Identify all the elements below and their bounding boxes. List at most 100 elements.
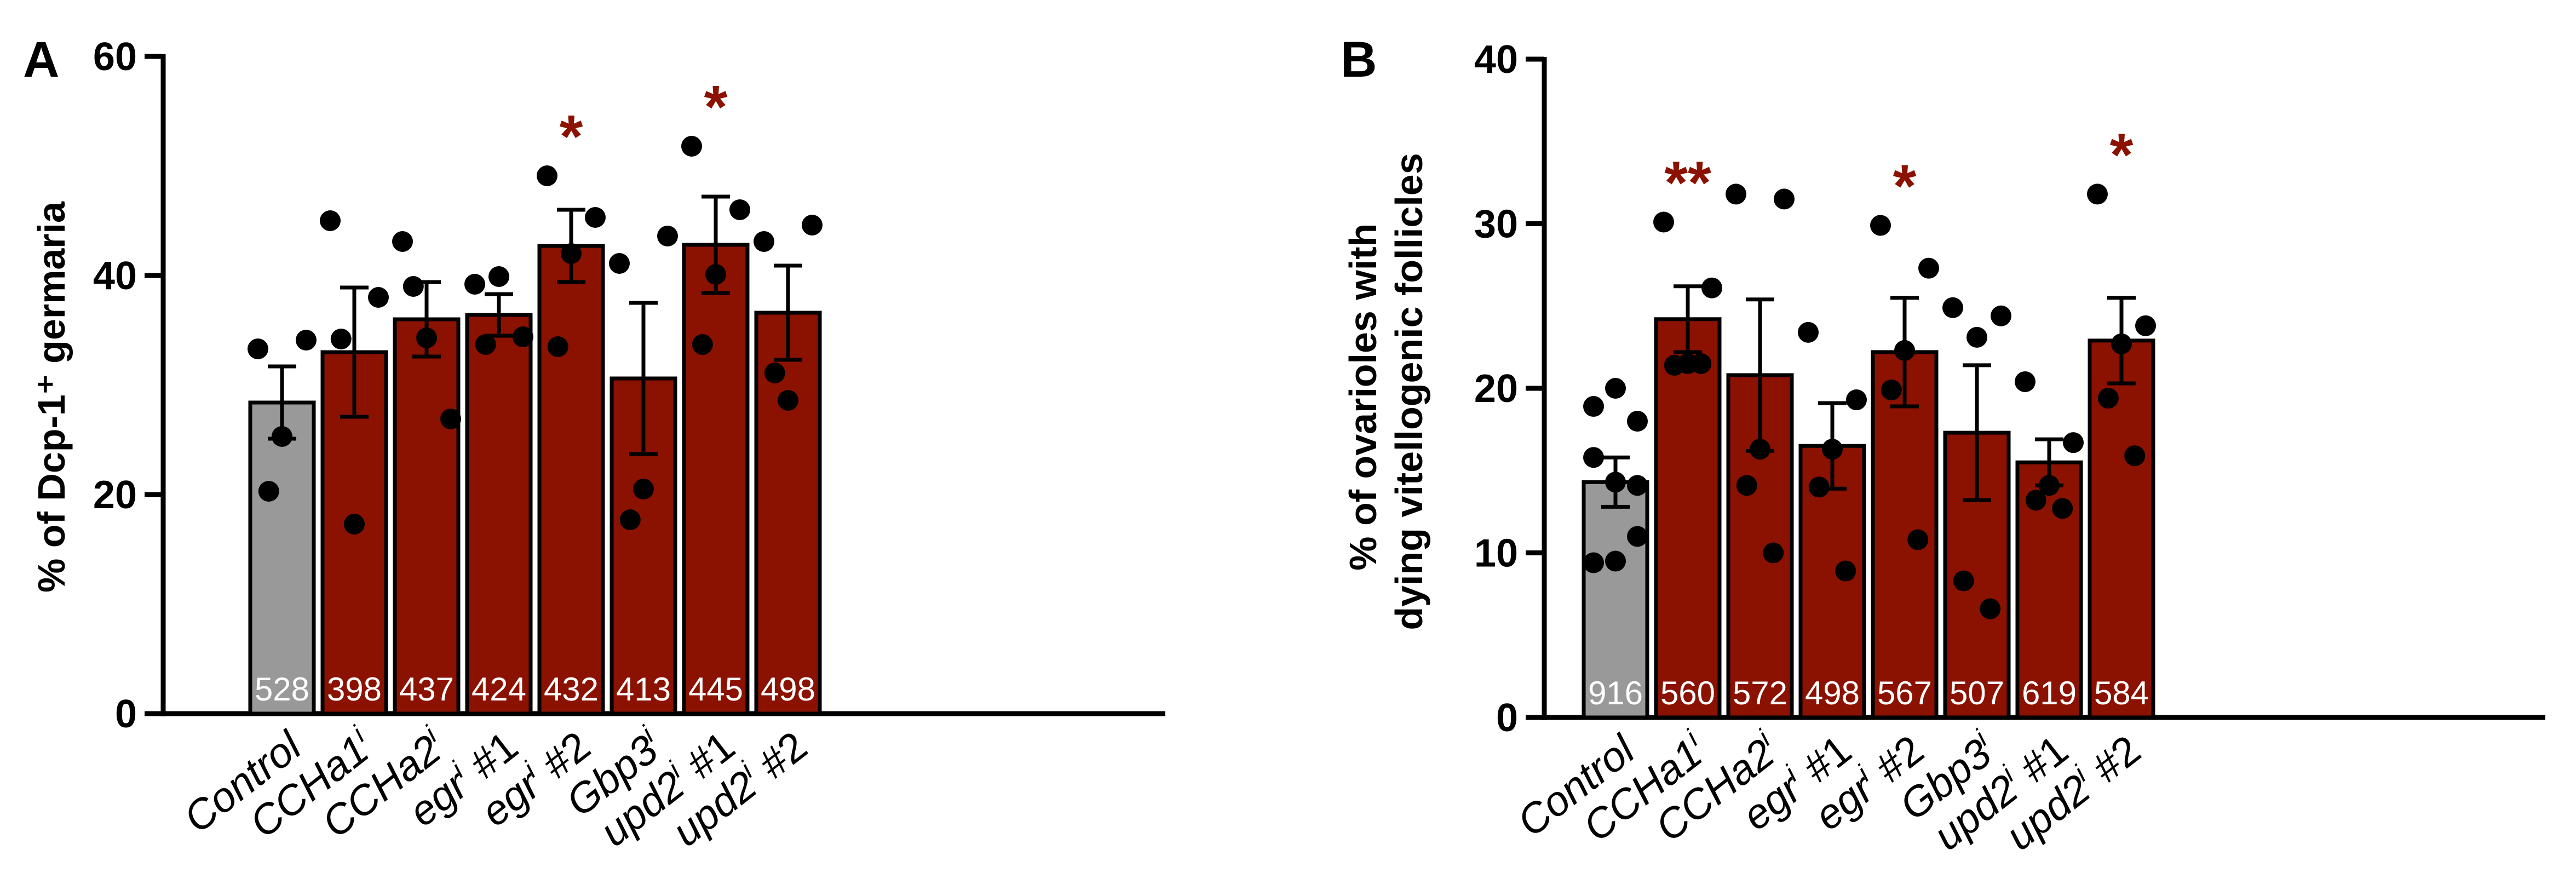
data-point: [1627, 475, 1648, 496]
data-point: [1822, 439, 1843, 460]
panel-a-bars: [248, 243, 822, 716]
data-point: [1942, 297, 1963, 318]
data-point: [416, 328, 437, 348]
panel-a-points: [248, 136, 823, 535]
bar: [1582, 480, 1649, 720]
data-point: [657, 226, 678, 246]
n-label: 560: [1660, 675, 1715, 711]
panel-a-y-axis-label: % of Dcp-1⁺ germaria: [30, 201, 73, 593]
data-point: [488, 266, 509, 287]
data-point: [2052, 498, 2073, 519]
bar: [248, 400, 316, 716]
data-point: [320, 210, 341, 231]
data-point: [1808, 476, 1830, 498]
data-point: [368, 287, 389, 308]
data-point: [330, 329, 352, 349]
data-point: [2097, 388, 2119, 409]
significance-marker: *: [560, 103, 583, 170]
data-point: [2039, 475, 2060, 496]
significance-marker: *: [2110, 121, 2134, 188]
data-point: [272, 426, 292, 447]
data-point: [2135, 315, 2156, 336]
data-point: [1835, 560, 1856, 582]
panel-b-y-axis-label-line-2: dying vitellogenic follicles: [1388, 153, 1430, 630]
panel-b-bars: [1582, 317, 2155, 720]
n-label: 619: [2022, 675, 2077, 711]
data-point: [2025, 490, 2046, 511]
n-label: 445: [688, 671, 743, 708]
data-point: [1907, 529, 1929, 550]
data-point: [2087, 183, 2108, 205]
data-point: [1605, 472, 1626, 493]
n-label: 437: [399, 671, 454, 708]
data-point: [1605, 550, 1626, 572]
n-label: 584: [2094, 675, 2149, 711]
n-label: 507: [1950, 675, 2004, 711]
data-point: [1583, 447, 1604, 468]
data-point: [1627, 526, 1648, 547]
data-point: [764, 363, 785, 383]
data-point: [2124, 445, 2146, 467]
panel-b-y-axis-label: % of ovarioles with dying vitellogenic f…: [1342, 153, 1430, 630]
data-point: [1605, 378, 1626, 399]
n-label: 572: [1733, 675, 1787, 711]
data-point: [258, 481, 279, 502]
data-point: [1894, 340, 1915, 361]
data-point: [1918, 257, 1939, 279]
data-point: [754, 231, 774, 252]
y-tick-label: 0: [1496, 696, 1518, 740]
data-point: [1763, 542, 1784, 564]
bar: [393, 317, 461, 716]
y-tick-label: 20: [1474, 367, 1518, 411]
panel-b-points: [1583, 183, 2156, 619]
data-point: [561, 243, 582, 264]
n-label: 498: [1805, 675, 1860, 711]
panel-a-letter: A: [23, 32, 59, 88]
data-point: [1701, 277, 1722, 298]
data-point: [440, 409, 461, 429]
bar: [465, 313, 533, 716]
data-point: [1627, 411, 1648, 432]
n-label: 528: [255, 671, 309, 708]
data-point: [585, 207, 606, 228]
data-point: [692, 334, 713, 355]
panel-b-significance: ** * *: [1664, 121, 2133, 220]
panel-b: B % of ovarioles with dying vitellogenic…: [1341, 32, 2545, 859]
data-point: [513, 326, 533, 347]
data-point: [729, 199, 750, 220]
data-point: [1664, 354, 1685, 376]
panel-b-letter: B: [1341, 32, 1377, 88]
x-tick-label: upd2i #2: [663, 721, 816, 855]
data-point: [475, 334, 496, 355]
data-point: [1583, 396, 1604, 417]
significance-marker: **: [1664, 149, 1711, 216]
panel-b-y-axis-label-line-1: % of ovarioles with: [1342, 223, 1384, 571]
n-label: 498: [761, 671, 815, 708]
y-tick-label: 30: [1474, 203, 1518, 246]
data-point: [1726, 183, 1746, 205]
x-tick-label: upd2i #2: [1996, 725, 2149, 859]
data-point: [1750, 439, 1770, 460]
data-point: [1980, 598, 2001, 619]
panel-b-n-labels: 916 560 572 498 567 507 619 584: [1588, 675, 2149, 711]
data-point: [1953, 570, 1974, 591]
data-point: [619, 509, 641, 530]
data-point: [609, 253, 630, 274]
data-point: [1736, 475, 1757, 496]
data-point: [248, 338, 268, 359]
bar: [682, 243, 750, 716]
data-point: [1870, 215, 1891, 236]
y-tick-label: 0: [115, 692, 137, 736]
n-label: 567: [1877, 675, 1932, 711]
data-point: [705, 264, 726, 285]
panel-a: A % of Dcp-1⁺ germaria 0 20 40 60 528 398 437…: [23, 32, 1165, 855]
y-tick-label: 20: [93, 473, 137, 517]
data-point: [2063, 432, 2084, 453]
y-tick-label: 40: [93, 254, 137, 298]
data-point: [2111, 333, 2132, 354]
panel-a-n-labels: 528 398 437 424 432 413 445 498: [255, 671, 815, 708]
panel-a-significance: * *: [560, 73, 728, 170]
data-point: [1774, 188, 1795, 210]
data-point: [547, 336, 568, 357]
